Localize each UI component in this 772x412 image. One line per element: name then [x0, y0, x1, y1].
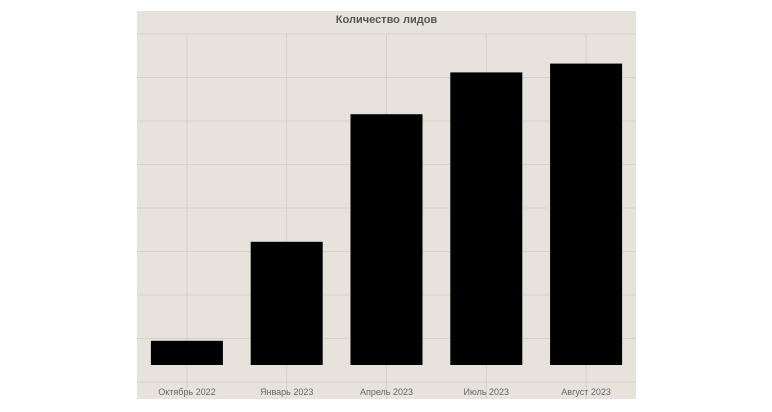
chart-panel: Количество лидов Октябрь 2022 Январь 2023…: [137, 11, 636, 399]
x-tick-label: Август 2023: [561, 387, 611, 397]
x-tick-label: Октябрь 2022: [158, 387, 215, 397]
bar: [550, 63, 623, 365]
x-tick-label: Июль 2023: [464, 387, 509, 397]
bar: [150, 340, 223, 365]
bar-chart: Октябрь 2022 Январь 2023 Апрель 2023 Июль 2…: [137, 33, 636, 399]
x-tick-labels: Октябрь 2022 Январь 2023 Апрель 2023 Июль 2…: [158, 387, 611, 397]
x-tick-label: Апрель 2023: [360, 387, 413, 397]
bar: [450, 72, 523, 366]
bars: [150, 63, 623, 366]
x-tick-label: Январь 2023: [260, 387, 313, 397]
bar: [250, 241, 323, 365]
bar: [350, 114, 423, 365]
chart-title: Количество лидов: [335, 14, 438, 26]
